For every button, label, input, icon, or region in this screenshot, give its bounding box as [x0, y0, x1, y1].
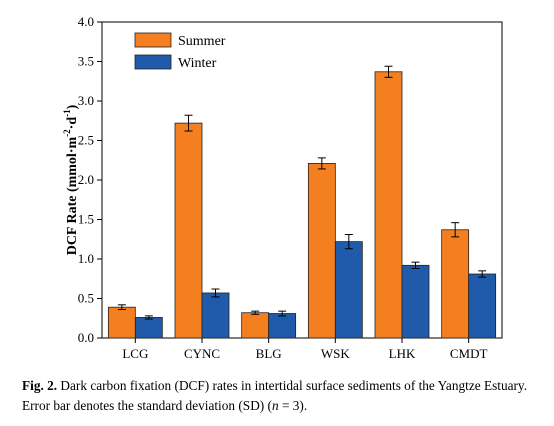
y-tick-label-7: 3.5	[78, 54, 94, 69]
bar-winter-cync	[201, 292, 230, 339]
legend-label-summer: Summer	[178, 34, 226, 49]
bar-summer-blg	[241, 312, 270, 339]
y-tick-label-1: 0.5	[78, 291, 94, 306]
y-axis-title-sup2: -1	[62, 109, 72, 117]
bar-summer-cmdt	[441, 229, 470, 339]
bar-winter-blg	[268, 313, 297, 339]
legend-label-winter: Winter	[178, 56, 217, 71]
caption-label: Fig. 2.	[22, 378, 58, 393]
y-axis-title-main: DCF Rate (mmol·m	[65, 137, 80, 256]
x-tick-label-4: LHK	[389, 346, 416, 361]
y-tick-label-3: 1.5	[78, 212, 94, 227]
x-tick-label-0: LCG	[122, 346, 148, 361]
caption-text: Dark carbon fixation (DCF) rates in inte…	[22, 378, 528, 413]
bar-winter-lhk	[401, 264, 430, 339]
y-tick-label-8: 4.0	[78, 14, 94, 29]
bar-chart: 0.0 0.5 1.0 1.5 2.0 2.5 3.0 3.5 4.0 LCG CYNC BLG WSK…	[62, 14, 503, 361]
x-tick-label-5: CMDT	[450, 346, 488, 361]
y-tick-label-5: 2.5	[78, 133, 94, 148]
y-axis-title-sup1: -2	[62, 129, 72, 137]
caption-end: = 3).	[278, 398, 308, 413]
y-tick-label-0: 0.0	[78, 330, 94, 345]
x-tick-label-2: BLG	[256, 346, 282, 361]
x-tick-label-3: WSK	[321, 346, 351, 361]
bar-summer-wsk	[307, 163, 336, 339]
bar-winter-cmdt	[468, 273, 497, 339]
y-axis-title: DCF Rate (mmol·m-2·d-1)	[62, 104, 80, 255]
bars	[107, 65, 497, 339]
bar-summer-cync	[174, 122, 203, 339]
bar-winter-lcg	[134, 317, 163, 339]
y-axis-title-end: )	[65, 104, 80, 109]
y-axis-title-mid: ·d	[65, 117, 80, 130]
y-tick-label-6: 3.0	[78, 93, 94, 108]
bar-summer-lhk	[374, 71, 403, 339]
x-tick-label-1: CYNC	[184, 346, 220, 361]
legend-swatch-summer	[134, 32, 172, 48]
legend-swatch-winter	[134, 54, 172, 70]
axes: 0.0 0.5 1.0 1.5 2.0 2.5 3.0 3.5 4.0 LCG CYNC BLG WSK…	[78, 14, 503, 361]
bar-summer-lcg	[107, 306, 136, 339]
legend: Summer Winter	[134, 32, 226, 71]
y-tick-label-2: 1.0	[78, 251, 94, 266]
caption-n: n	[271, 398, 279, 413]
bar-winter-wsk	[334, 241, 363, 339]
figure-caption: Fig. 2. Dark carbon fixation (DCF) rates…	[22, 376, 542, 416]
y-tick-label-4: 2.0	[78, 172, 94, 187]
